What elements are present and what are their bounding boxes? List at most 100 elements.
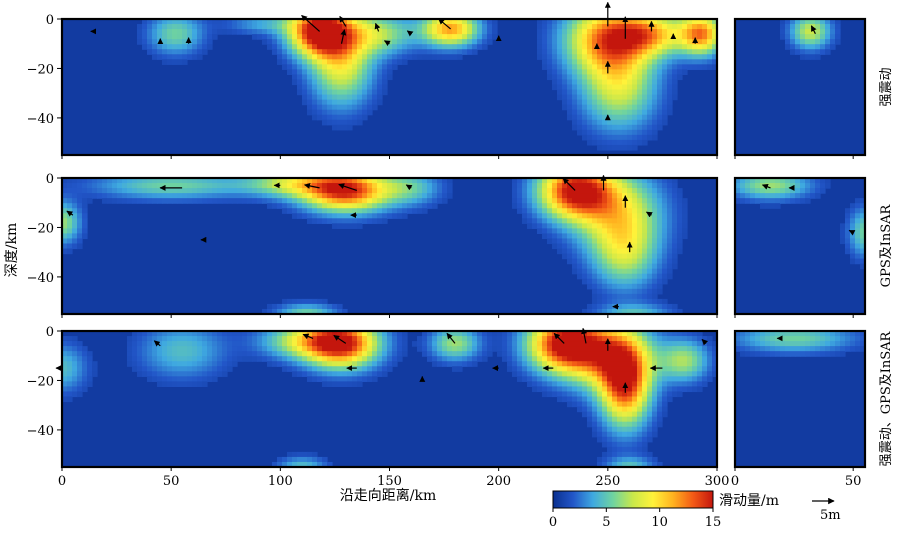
heatmap-cell <box>157 178 163 184</box>
heatmap-cell <box>322 54 328 60</box>
heatmap-cell <box>657 233 663 240</box>
heatmap-cell <box>642 19 648 25</box>
heatmap-cell <box>830 29 836 35</box>
heatmap-cell <box>592 308 598 314</box>
heatmap-cell <box>327 341 333 347</box>
heatmap-cell <box>517 203 523 209</box>
heatmap-cell <box>755 188 761 194</box>
heatmap-cell <box>667 396 673 403</box>
heatmap-cell <box>592 426 598 433</box>
heatmap-cell <box>512 366 518 372</box>
heatmap-cell <box>572 356 578 362</box>
heatmap-cell <box>652 218 658 224</box>
heatmap-cell <box>647 208 653 214</box>
heatmap-cell <box>297 346 303 352</box>
heatmap-cell <box>422 351 428 357</box>
heatmap-cell <box>337 114 343 121</box>
heatmap-cell <box>552 69 558 76</box>
heatmap-cell <box>692 361 698 367</box>
heatmap-cell <box>87 198 93 204</box>
heatmap-cell <box>302 54 308 60</box>
heatmap-cell <box>592 431 598 438</box>
heatmap-cell <box>770 336 776 342</box>
heatmap-cell <box>327 109 333 116</box>
heatmap-cell <box>572 243 578 250</box>
heatmap-cell <box>367 99 373 106</box>
heatmap-cell <box>617 193 623 199</box>
heatmap-cell <box>212 351 218 357</box>
heatmap-cell <box>452 336 458 342</box>
heatmap-cell <box>82 213 88 219</box>
heatmap-cell <box>347 193 353 199</box>
heatmap-cell <box>582 74 588 81</box>
heatmap-cell <box>637 376 643 382</box>
heatmap-cell <box>152 54 158 60</box>
heatmap-cell <box>597 436 603 443</box>
heatmap-cell <box>850 213 856 219</box>
heatmap-cell <box>677 59 683 65</box>
slip-vector-arrow <box>406 30 414 37</box>
heatmap-cell <box>167 371 173 377</box>
heatmap-cell <box>302 44 308 50</box>
heatmap-cell <box>672 223 678 229</box>
heatmap-cell <box>612 49 618 55</box>
heatmap-cell <box>697 59 703 65</box>
heatmap-cell <box>517 336 523 342</box>
heatmap-cell <box>517 331 523 337</box>
heatmap-cell <box>805 183 811 189</box>
heatmap-cell <box>795 341 801 347</box>
heatmap-cell <box>387 59 393 65</box>
heatmap-cell <box>532 218 538 224</box>
heatmap-cell <box>302 351 308 357</box>
heatmap-cell <box>800 54 806 60</box>
heatmap-cell <box>392 24 398 30</box>
heatmap-cell <box>855 213 861 219</box>
heatmap-cell <box>547 356 553 362</box>
heatmap-cell <box>760 331 766 337</box>
heatmap-cell <box>642 79 648 86</box>
heatmap-cell <box>622 446 628 453</box>
heatmap-cell <box>552 371 558 377</box>
heatmap-cell <box>642 361 648 367</box>
heatmap-cell <box>397 183 403 189</box>
heatmap-cell <box>302 308 308 314</box>
heatmap-cell <box>342 94 348 101</box>
heatmap-cell <box>392 203 398 209</box>
heatmap-cell <box>362 79 368 86</box>
heatmap-cell <box>357 208 363 214</box>
heatmap-cell <box>442 54 448 60</box>
heatmap-cell <box>810 34 816 40</box>
heatmap-cell <box>367 29 373 35</box>
heatmap-cell <box>422 208 428 214</box>
heatmap-cell <box>82 198 88 204</box>
panel-label-3: 强震动、GPS及InSAR <box>879 330 894 466</box>
heatmap-cell <box>302 59 308 65</box>
heatmap-cell <box>692 44 698 50</box>
heatmap-cell <box>587 253 593 260</box>
heatmap-cell <box>642 139 648 146</box>
heatmap-cell <box>632 203 638 209</box>
heatmap-cell <box>780 346 786 352</box>
heatmap-cell <box>362 64 368 70</box>
heatmap-cell <box>332 308 338 314</box>
heatmap-cell <box>607 228 613 235</box>
heatmap-cell <box>592 193 598 199</box>
heatmap-cell <box>367 64 373 70</box>
heatmap-cell <box>557 386 563 393</box>
slip-vector-arrow <box>304 183 320 189</box>
heatmap-cell <box>462 336 468 342</box>
heatmap-cell <box>362 356 368 362</box>
colorbar-tick-label: 10 <box>651 515 668 530</box>
heatmap-cell <box>322 208 328 214</box>
heatmap-cell <box>597 198 603 204</box>
heatmap-cell <box>217 188 223 194</box>
heatmap-cell <box>617 34 623 40</box>
heatmap-cell <box>527 341 533 347</box>
heatmap-cell <box>137 356 143 362</box>
heatmap-cell <box>332 218 338 224</box>
heatmap-cell <box>597 431 603 438</box>
heatmap-cell <box>582 248 588 255</box>
heatmap-cell <box>72 356 78 362</box>
heatmap-cell <box>542 233 548 240</box>
heatmap-cell <box>572 248 578 255</box>
